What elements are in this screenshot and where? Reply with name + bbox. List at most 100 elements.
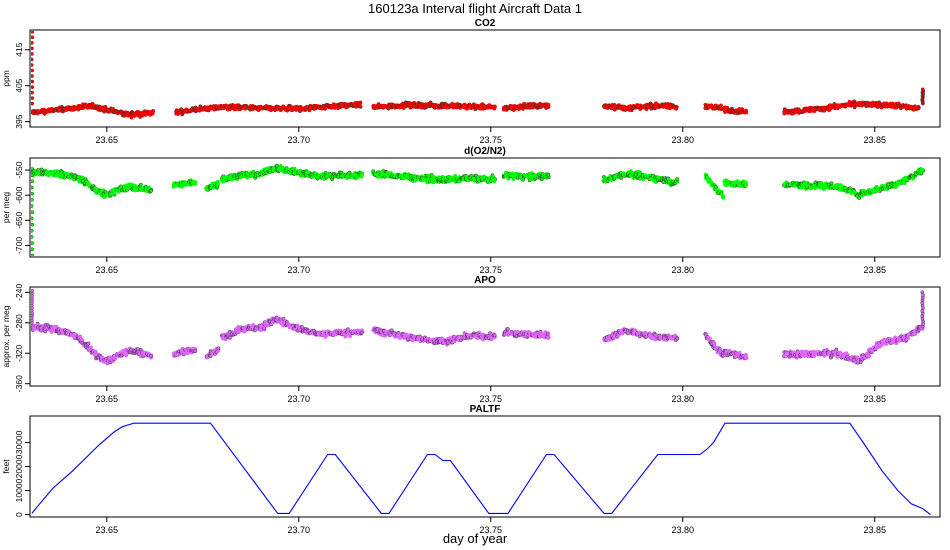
data-point	[348, 334, 353, 339]
data-point	[31, 235, 34, 239]
data-segment	[219, 163, 365, 184]
y-tick-label: -240	[14, 284, 24, 301]
y-tick-label: -700	[14, 237, 24, 254]
data-point	[31, 35, 35, 40]
plot-area	[31, 31, 925, 120]
x-tick-label: 23.65	[96, 265, 119, 275]
data-segment	[31, 321, 154, 366]
data-segment	[219, 315, 365, 342]
x-tick-label: 23.70	[288, 135, 311, 145]
data-point	[42, 111, 47, 116]
data-segment	[703, 332, 726, 358]
data-point	[546, 336, 551, 341]
data-point	[31, 79, 35, 84]
data-point	[111, 191, 116, 196]
data-segment	[782, 167, 926, 200]
data-point	[719, 106, 724, 111]
data-segment	[501, 170, 551, 183]
data-segment	[204, 346, 221, 360]
data-point	[920, 168, 925, 172]
data-point	[281, 316, 286, 321]
y-tick-label: -320	[14, 344, 24, 361]
data-point	[93, 349, 98, 354]
data-point	[31, 197, 34, 202]
y-tick-label: -360	[14, 375, 24, 392]
data-point	[744, 356, 749, 360]
data-point	[31, 210, 35, 215]
data-point	[920, 87, 925, 92]
data-point	[712, 341, 717, 346]
data-point	[675, 177, 680, 182]
data-point	[545, 331, 550, 336]
data-point	[743, 181, 748, 185]
data-point	[546, 172, 551, 177]
data-segment	[501, 101, 551, 112]
x-tick-label: 23.65	[96, 135, 119, 145]
data-segment	[703, 102, 724, 112]
spike-points	[920, 87, 925, 106]
data-segment	[171, 346, 198, 358]
data-point	[721, 195, 725, 200]
data-point	[151, 109, 155, 114]
data-point	[674, 105, 679, 109]
data-point	[31, 52, 34, 56]
y-axis-label: ppm	[1, 70, 11, 87]
data-segment	[601, 169, 680, 188]
data-point	[31, 247, 34, 252]
x-tick-label: 23.80	[671, 265, 694, 275]
data-point	[492, 333, 497, 338]
data-point	[358, 104, 363, 109]
x-tick-label: 23.75	[479, 394, 502, 404]
spike-points	[31, 31, 35, 106]
data-point	[359, 330, 364, 335]
y-tick-label: 415	[14, 42, 24, 56]
x-tick-label: 23.70	[288, 265, 311, 275]
figure-title: 160123a Interval flight Aircraft Data 1	[368, 1, 582, 16]
data-point	[31, 173, 34, 177]
plot-frame	[29, 286, 941, 387]
data-segment	[174, 100, 363, 117]
x-tick-label: 23.85	[863, 265, 886, 275]
data-point	[31, 74, 34, 78]
data-point	[31, 68, 34, 73]
data-point	[31, 90, 34, 95]
data-point	[148, 189, 153, 193]
data-segment	[371, 100, 497, 112]
plot-area	[31, 288, 925, 366]
x-tick-label: 23.80	[671, 394, 694, 404]
data-point	[31, 101, 34, 106]
y-axis-label: per meg	[1, 192, 11, 223]
x-tick-label: 23.80	[671, 135, 694, 145]
data-point	[31, 31, 35, 34]
data-point	[505, 327, 510, 332]
data-point	[31, 185, 34, 190]
data-point	[31, 253, 35, 256]
data-point	[138, 182, 143, 187]
data-point	[916, 106, 921, 110]
data-segment	[722, 178, 749, 189]
data-segment	[722, 348, 749, 361]
x-tick-label: 23.70	[288, 394, 311, 404]
data-point	[31, 85, 35, 89]
data-point	[31, 63, 34, 67]
data-segment	[602, 101, 679, 113]
data-segment	[502, 327, 551, 341]
data-point	[31, 241, 34, 245]
data-point	[223, 337, 228, 342]
data-point	[546, 102, 551, 107]
data-point	[31, 191, 34, 196]
data-point	[858, 360, 863, 365]
data-segment	[31, 101, 156, 120]
data-point	[744, 352, 748, 357]
data-point	[31, 228, 34, 233]
panel-title: APO	[474, 275, 496, 286]
y-tick-label: -600	[14, 186, 24, 203]
data-point	[149, 353, 154, 358]
data-point	[89, 345, 93, 350]
data-point	[506, 176, 511, 181]
data-point	[215, 179, 220, 184]
y-tick-label: -280	[14, 314, 24, 331]
x-tick-label: 23.75	[479, 135, 502, 145]
